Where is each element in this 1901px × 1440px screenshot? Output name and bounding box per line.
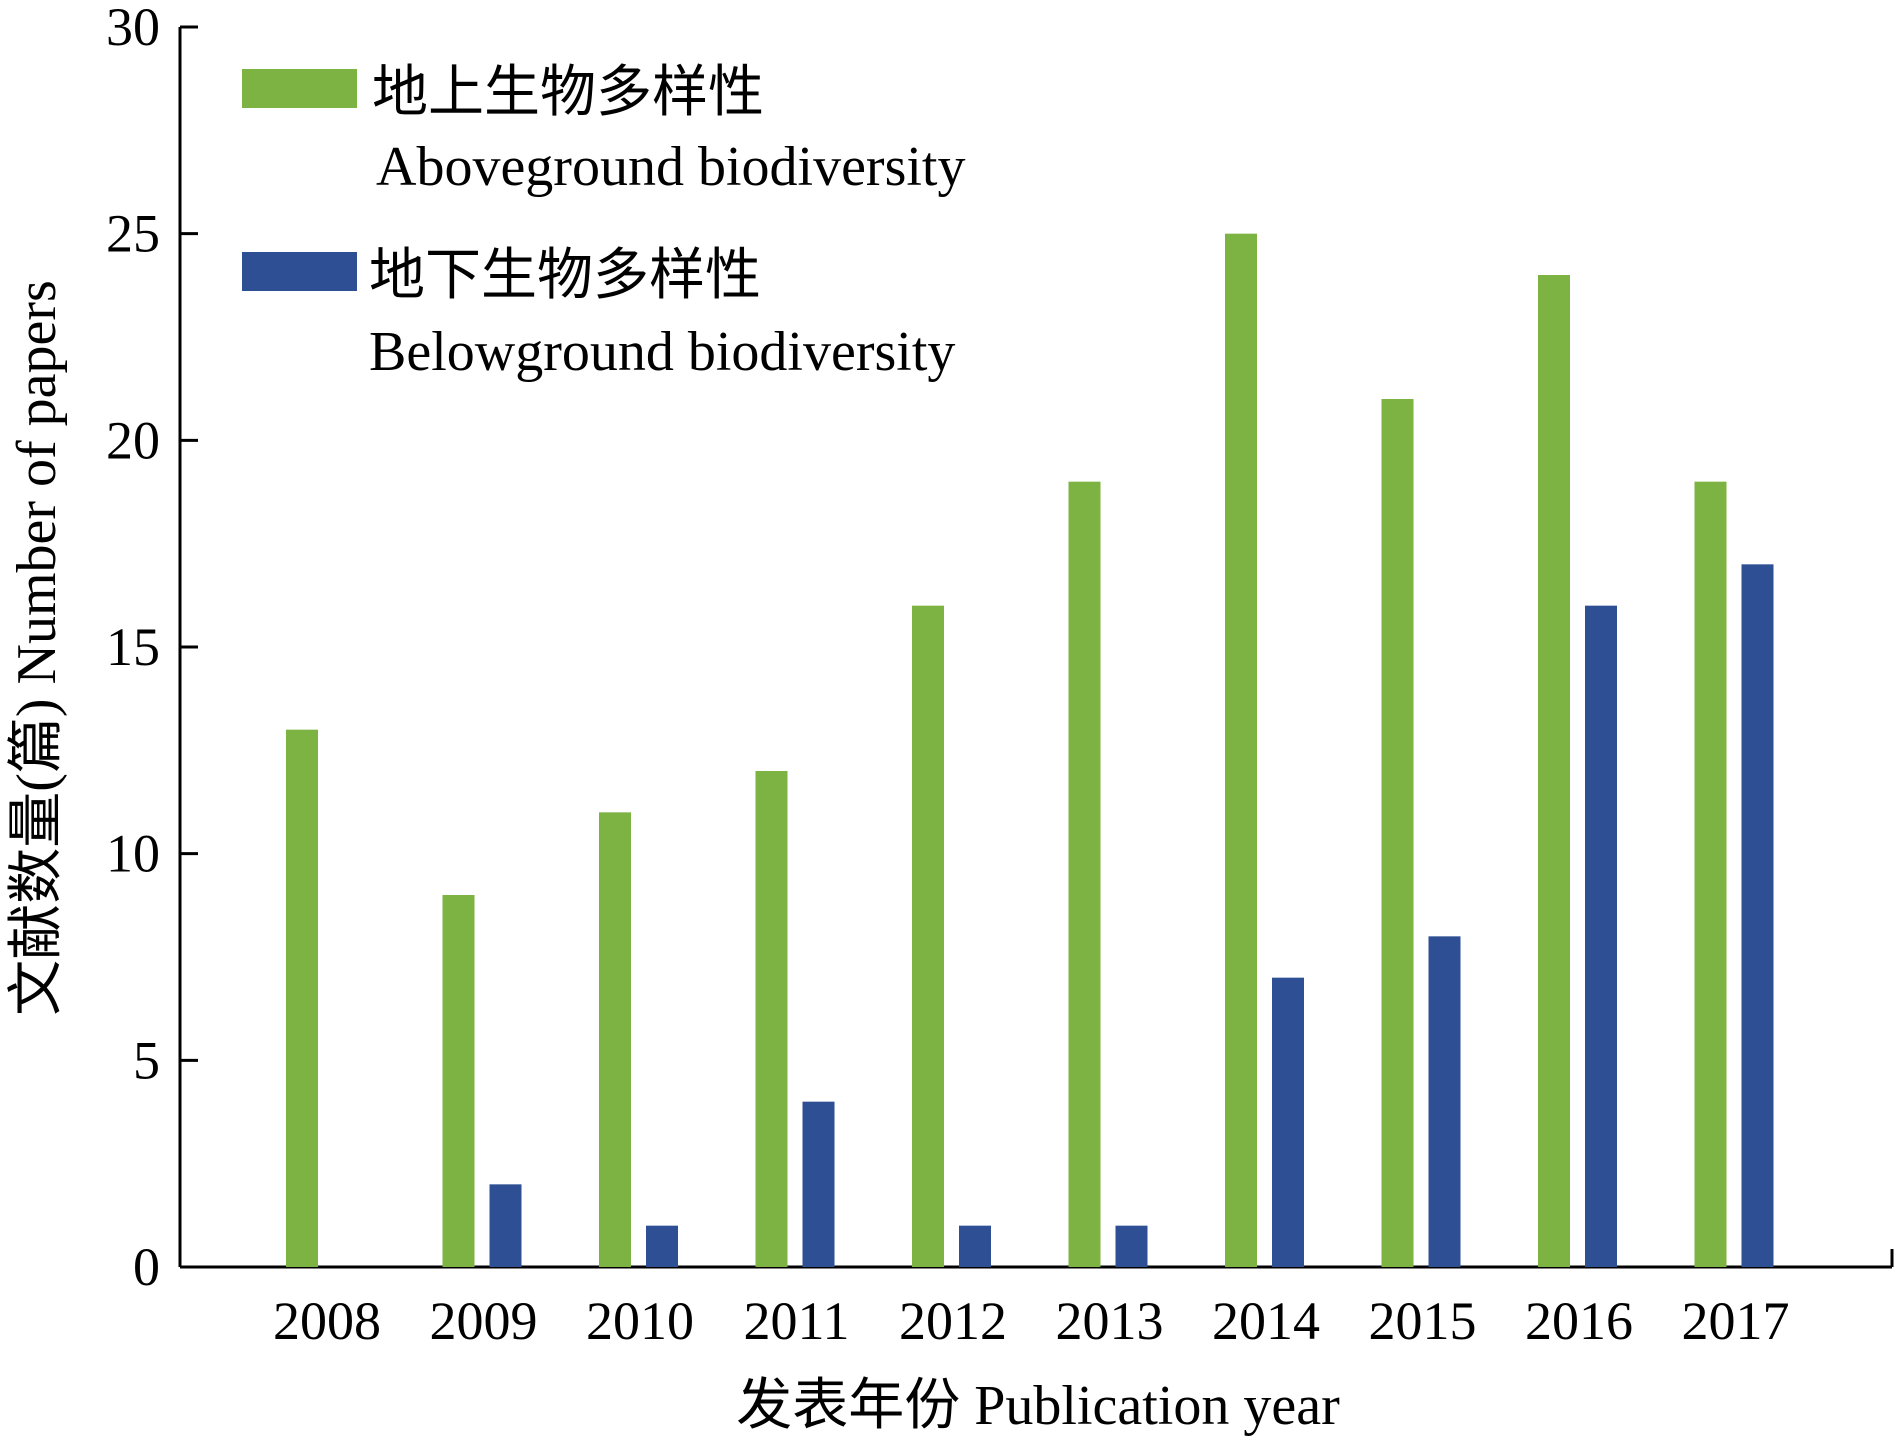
y-tick-label: 0 — [133, 1237, 160, 1297]
x-tick-label: 2008 — [273, 1291, 381, 1351]
bar-aboveground — [1538, 275, 1570, 1267]
legend-label-aboveground-en: Aboveground biodiversity — [376, 136, 965, 198]
y-tick-label: 30 — [106, 0, 160, 57]
bar-aboveground — [912, 605, 944, 1267]
x-tick-label: 2016 — [1525, 1291, 1633, 1351]
bar-aboveground — [1381, 399, 1414, 1267]
bar-belowground — [1741, 564, 1774, 1267]
bar-belowground — [646, 1225, 678, 1267]
bar-belowground — [1115, 1225, 1148, 1267]
bar-belowground — [802, 1101, 835, 1267]
bar-aboveground — [1068, 481, 1101, 1268]
legend-swatch-aboveground — [242, 69, 357, 108]
axes — [178, 27, 1894, 1269]
y-tick-label: 5 — [133, 1030, 160, 1090]
bar-aboveground — [442, 895, 475, 1267]
x-tick-label: 2010 — [586, 1291, 694, 1351]
bar-belowground — [959, 1225, 991, 1267]
x-tick-label: 2012 — [899, 1291, 1007, 1351]
y-tick-label: 10 — [106, 824, 160, 884]
bars — [286, 233, 1774, 1268]
bar-belowground — [1272, 977, 1304, 1267]
y-tick-label: 20 — [106, 410, 160, 470]
y-tick-label: 15 — [106, 617, 160, 677]
legend-label-belowground-cn: 地下生物多样性 — [369, 245, 761, 307]
x-tick-label: 2011 — [744, 1291, 850, 1351]
x-tick-label: 2014 — [1212, 1291, 1320, 1351]
legend-label-aboveground-cn: 地上生物多样性 — [372, 62, 764, 124]
bar-aboveground — [1694, 481, 1727, 1268]
legend: 地上生物多样性 Aboveground biodiversity 地下生物多样性… — [242, 62, 965, 383]
x-axis-title: 发表年份 Publication year — [736, 1375, 1340, 1437]
y-tick-label: 25 — [106, 204, 160, 264]
bar-aboveground — [755, 771, 788, 1267]
legend-label-belowground-en: Belowground biodiversity — [369, 321, 955, 383]
bar-belowground — [1428, 936, 1461, 1267]
bar-belowground — [1585, 605, 1617, 1267]
bar-aboveground — [286, 729, 318, 1267]
bar-belowground — [489, 1184, 522, 1267]
bar-aboveground — [1225, 233, 1257, 1268]
x-tick-label: 2009 — [430, 1291, 538, 1351]
x-tick-label: 2015 — [1369, 1291, 1477, 1351]
y-ticks: 0 5 10 15 20 25 30 — [106, 0, 198, 1297]
legend-swatch-belowground — [242, 252, 357, 291]
x-ticks: 2008 2009 2010 2011 2012 2013 2014 2015 2016 2017 — [273, 1291, 1790, 1351]
x-tick-label: 2013 — [1056, 1291, 1164, 1351]
y-axis-title: 文献数量(篇) Number of papers — [6, 280, 68, 1016]
x-tick-label: 2017 — [1682, 1291, 1790, 1351]
bar-aboveground — [599, 812, 631, 1267]
